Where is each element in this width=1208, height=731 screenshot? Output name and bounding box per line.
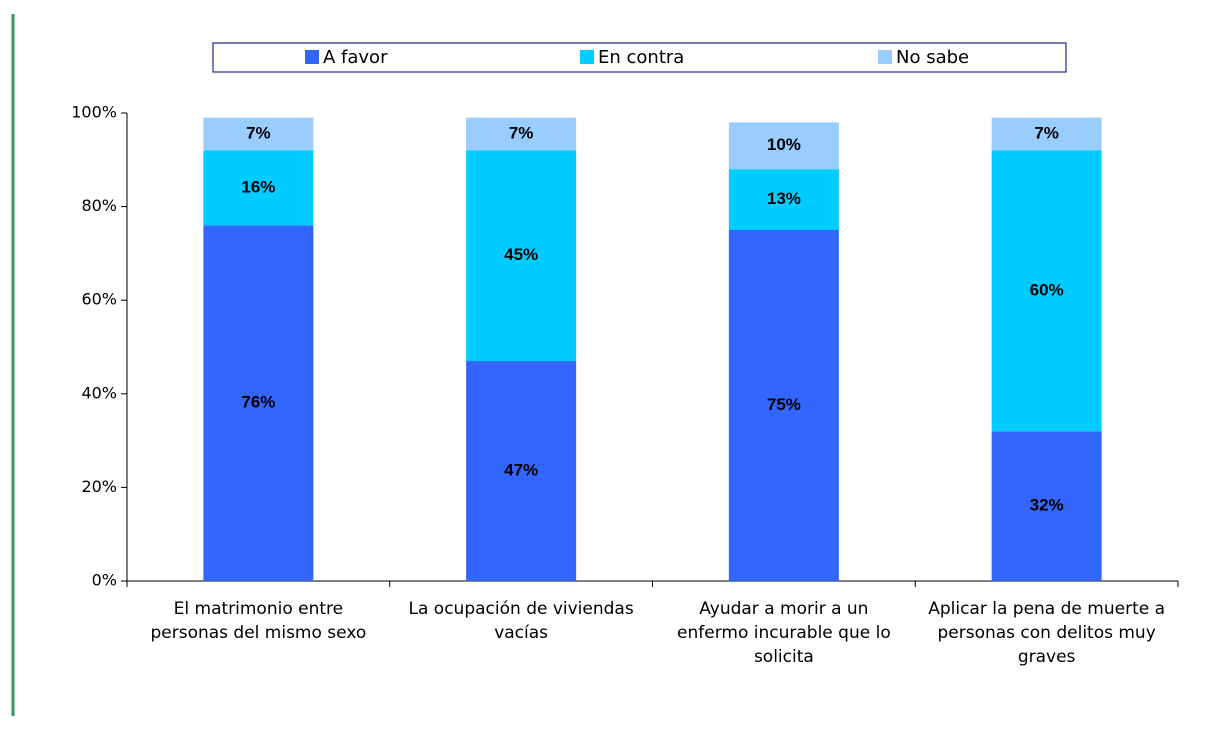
y-tick-label: 60%	[81, 290, 117, 309]
data-label: 32%	[1030, 496, 1064, 515]
bar-segment	[728, 230, 839, 581]
data-label: 7%	[509, 124, 534, 143]
bar-segment	[991, 117, 1102, 151]
bar-segment	[728, 122, 839, 170]
y-tick-label: 20%	[81, 477, 117, 496]
data-label: 7%	[246, 124, 271, 143]
y-tick-label: 40%	[81, 383, 117, 402]
legend-box	[212, 42, 1067, 73]
x-tick-label: Aplicar la pena de muerte a personas con…	[928, 599, 1166, 667]
bar-segment	[466, 361, 577, 581]
data-label: 16%	[241, 177, 275, 196]
data-label: 45%	[504, 245, 538, 264]
bar-segment	[466, 150, 577, 362]
x-tick-label: Ayudar a morir a un enfermo incurable qu…	[677, 599, 891, 667]
legend-swatch	[305, 50, 319, 64]
y-tick-label: 80%	[81, 196, 117, 215]
y-tick-label: 100%	[71, 103, 117, 122]
bar-segment	[203, 225, 314, 581]
data-label: 76%	[241, 393, 275, 412]
data-label: 13%	[767, 189, 801, 208]
data-label: 7%	[1034, 124, 1059, 143]
legend-label: No sabe	[896, 47, 969, 68]
bar-segment	[203, 150, 314, 226]
legend-label: En contra	[598, 47, 684, 68]
x-tick-label: La ocupación de viviendas vacías	[408, 599, 634, 643]
legend-label: A favor	[323, 47, 388, 68]
y-tick-label: 0%	[92, 571, 117, 590]
data-label: 10%	[767, 135, 801, 154]
data-label: 47%	[504, 461, 538, 480]
legend-swatch	[878, 50, 892, 64]
bar-segment	[991, 431, 1102, 581]
bar-segment	[203, 117, 314, 151]
bar-segment	[466, 117, 577, 151]
data-label: 60%	[1030, 280, 1064, 299]
x-tick-label: El matrimonio entre personas del mismo s…	[150, 599, 367, 643]
bar-segment	[991, 150, 1102, 432]
data-label: 75%	[767, 395, 801, 414]
legend-swatch	[580, 50, 594, 64]
bar-segment	[728, 169, 839, 230]
